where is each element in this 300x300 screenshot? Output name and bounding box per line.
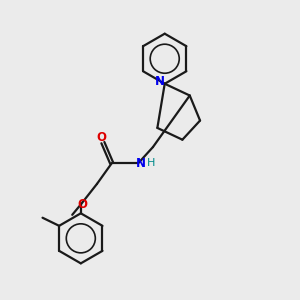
- Text: O: O: [77, 198, 87, 211]
- Text: O: O: [96, 131, 106, 144]
- Text: H: H: [146, 158, 155, 168]
- Text: N: N: [154, 75, 164, 88]
- Text: N: N: [136, 157, 146, 170]
